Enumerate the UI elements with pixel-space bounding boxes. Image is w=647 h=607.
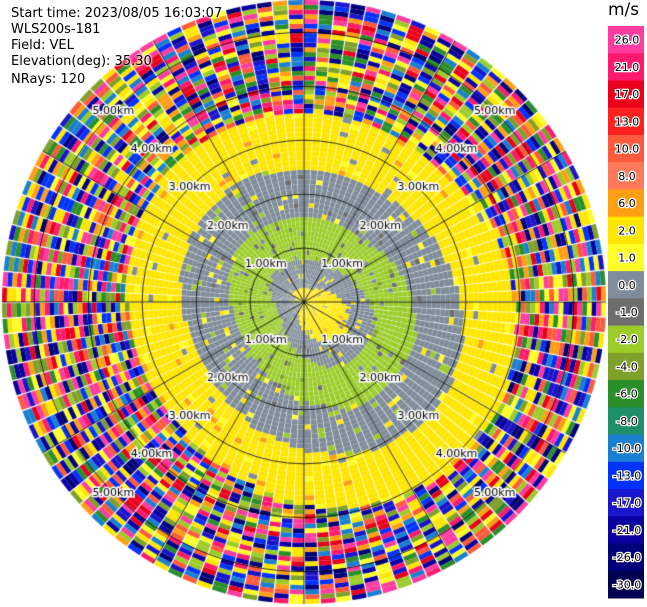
colorbar-tick-label: 0.0: [618, 279, 636, 292]
colorbar-tick-label: 26.0: [615, 34, 640, 47]
colorbar-swatch: [608, 325, 644, 354]
colorbar-unit: m/s: [608, 0, 640, 20]
colorbar-swatch: [608, 570, 644, 599]
colorbar-swatch: [608, 271, 644, 299]
colorbar-swatch: [608, 489, 644, 517]
colorbar-swatch: [608, 189, 644, 218]
start-time-label: Start time: 2023/08/05 16:03:07: [11, 6, 223, 21]
colorbar-tick-label: -2.0: [616, 333, 637, 346]
colorbar-swatch: [608, 107, 644, 136]
colorbar-tick-label: -13.0: [613, 469, 641, 482]
colorbar-swatch: [608, 162, 644, 190]
colorbar-tick-label: 1.0: [618, 252, 636, 265]
elevation-label: Elevation(deg): 35.30: [11, 54, 152, 69]
colorbar-swatch: [608, 461, 644, 490]
colorbar-swatch: [608, 407, 644, 436]
colorbar-tick-label: 21.0: [615, 61, 640, 74]
colorbar-tick-label: 13.0: [615, 115, 640, 128]
colorbar-tick-label: 6.0: [618, 197, 636, 210]
colorbar-tick-label: 2.0: [618, 224, 636, 237]
colorbar-tick-label: -26.0: [613, 551, 641, 564]
colorbar-tick-label: 10.0: [615, 143, 640, 156]
colorbar-tick-label: -8.0: [616, 415, 637, 428]
colorbar-tick-label: -21.0: [613, 524, 641, 537]
instrument-label: WLS200s-181: [11, 22, 101, 37]
colorbar-tick-label: -4.0: [616, 360, 637, 373]
colorbar-swatch: [608, 26, 644, 54]
field-label: Field: VEL: [11, 38, 74, 53]
colorbar-tick-label: -6.0: [616, 388, 637, 401]
colorbar-tick-label: -17.0: [613, 497, 641, 510]
colorbar-swatch: [608, 352, 644, 381]
colorbar-swatch: [608, 543, 644, 572]
colorbar-swatch: [608, 80, 644, 109]
colorbar-tick-label: 17.0: [615, 88, 640, 101]
colorbar-swatch: [608, 516, 644, 545]
colorbar-swatch: [608, 134, 644, 163]
colorbar-swatch: [608, 298, 644, 327]
colorbar-tick-label: -1.0: [616, 306, 637, 319]
colorbar-tick-label: 8.0: [618, 170, 636, 183]
colorbar-tick-label: -10.0: [613, 442, 641, 455]
colorbar-swatch: [608, 380, 644, 408]
colorbar-swatch: [608, 216, 644, 245]
colorbar-swatch: [608, 243, 644, 272]
colorbar-tick-label: -30.0: [613, 578, 641, 591]
nrays-label: NRays: 120: [11, 72, 86, 87]
colorbar-swatch: [608, 434, 644, 463]
colorbar-swatch: [608, 53, 644, 81]
